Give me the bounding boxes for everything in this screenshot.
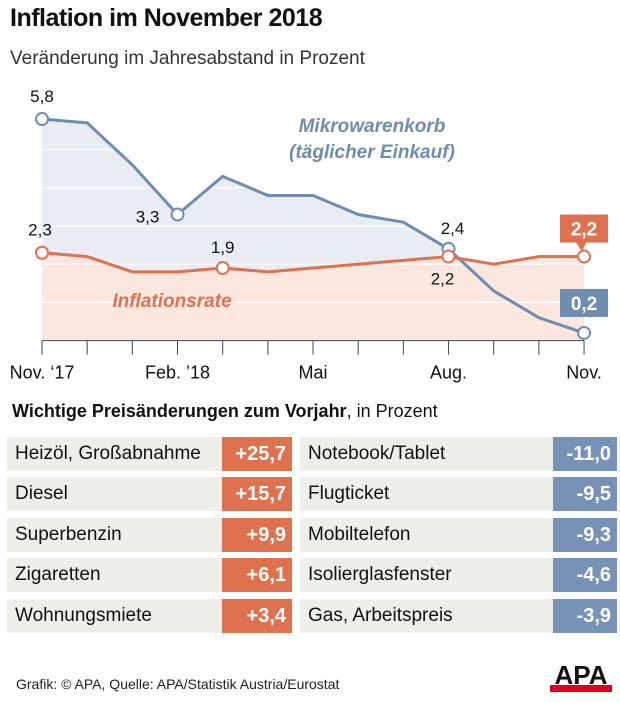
price-increase-row: Wohnungsmiete +3,4 (7, 599, 292, 633)
data-point-marker (441, 249, 456, 264)
price-increase-row: Heizöl, Großabnahme +25,7 (7, 437, 292, 471)
price-decrease-row: Gas, Arbeitspreis -3,9 (300, 599, 617, 633)
price-decrease-row: Isolierglasfenster -4,6 (300, 558, 617, 592)
price-decrease-row: Flugticket -9,5 (300, 477, 617, 511)
data-point-marker (577, 249, 592, 264)
price-decrease-row: Notebook/Tablet -11,0 (300, 437, 617, 471)
value-callout-label: 2,2 (571, 220, 597, 241)
item-label: Mobiltelefon (308, 524, 411, 545)
price-increase-row: Zigaretten +6,1 (7, 558, 292, 592)
mikrowarenkorb-line (41, 117, 585, 335)
change-value: +9,9 (222, 518, 292, 552)
item-label: Superbenzin (15, 524, 122, 545)
data-point-marker (35, 245, 49, 260)
data-label: 2,2 (431, 270, 455, 289)
inflationsrate-line (41, 251, 585, 274)
change-value: +15,7 (222, 477, 292, 511)
change-value: -11,0 (553, 437, 617, 471)
item-label: Zigaretten (15, 564, 101, 585)
line-chart: Nov. ‘17 Feb. ’18 Mai Aug. Nov. 5,8 3,3 2,4 0,2 2… (10, 87, 609, 383)
price-decrease-row: Mobiltelefon -9,3 (300, 518, 617, 552)
item-label: Isolierglasfenster (308, 564, 452, 585)
mikrowarenkorb-series-label: Mikrowarenkorb (299, 116, 446, 137)
change-value: -3,9 (553, 599, 617, 633)
change-value: -4,6 (553, 558, 617, 592)
x-tick-label: Nov. ‘17 (10, 363, 75, 383)
price-increase-row: Superbenzin +9,9 (7, 518, 292, 552)
data-label: 2,4 (441, 219, 465, 238)
item-label: Flugticket (308, 483, 390, 504)
mikrowarenkorb-series-label-line2: (täglicher Einkauf) (289, 142, 455, 163)
data-label: 1,9 (211, 238, 235, 257)
item-label: Notebook/Tablet (308, 443, 446, 464)
x-tick-label: Aug. (430, 363, 467, 383)
x-tick-label: Feb. ’18 (145, 363, 210, 383)
inflationsrate-area (42, 252, 585, 341)
value-callout-label: 0,2 (571, 294, 597, 315)
x-tick-label: Nov. (566, 363, 602, 383)
item-label: Diesel (15, 483, 68, 504)
price-increase-row: Diesel +15,7 (7, 477, 292, 511)
item-label: Gas, Arbeitspreis (308, 605, 453, 626)
value-callout-box (560, 214, 609, 243)
change-value: +3,4 (222, 599, 292, 633)
apa-logo-bar (550, 685, 612, 692)
apa-logo: APA (550, 660, 612, 692)
data-point-marker (215, 261, 230, 276)
item-label: Wohnungsmiete (15, 605, 152, 626)
data-point-marker (170, 207, 185, 222)
change-value: -9,5 (553, 477, 617, 511)
item-label: Heizöl, Großabnahme (15, 443, 201, 464)
table-heading-bold: Wichtige Preisänderungen zum Vorjahr (12, 401, 347, 421)
chart-subtitle: Veränderung im Jahresabstand in Prozent (10, 48, 365, 69)
data-point-marker (35, 112, 49, 127)
change-value: +25,7 (222, 437, 292, 471)
table-heading: Wichtige Preisänderungen zum Vorjahr, in… (12, 401, 438, 422)
inflationsrate-series-label: Inflationsrate (112, 291, 232, 312)
chart-title: Inflation im November 2018 (10, 4, 323, 32)
source-credit: Grafik: © APA, Quelle: APA/Statistik Aus… (16, 676, 340, 692)
change-value: -9,3 (553, 518, 617, 552)
change-value: +6,1 (222, 558, 292, 592)
data-label: 3,3 (136, 208, 160, 227)
x-tick-label: Mai (299, 363, 328, 383)
table-heading-rest: , in Prozent (346, 401, 438, 421)
data-label: 5,8 (30, 87, 54, 106)
data-point-marker (577, 325, 592, 340)
data-label: 2,3 (28, 221, 52, 240)
value-callout-pointer (576, 242, 587, 252)
value-callout-box (560, 288, 609, 317)
